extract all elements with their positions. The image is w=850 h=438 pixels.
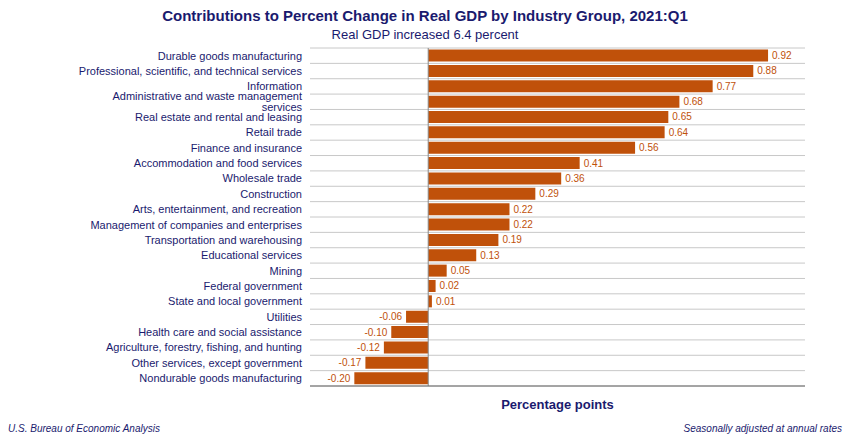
svg-text:State and local government: State and local government (168, 295, 302, 307)
svg-text:0.56: 0.56 (639, 142, 659, 153)
html-text:Contributions to Percent Chang: Contributions to Percent Change in Real … (162, 7, 688, 24)
html-text:Percentage points: Percentage points (501, 397, 614, 412)
svg-text:Educational services: Educational services (201, 249, 302, 261)
svg-text:Nondurable goods manufacturing: Nondurable goods manufacturing (139, 372, 302, 384)
svg-text:Wholesale trade: Wholesale trade (223, 172, 303, 184)
svg-text:Health care and social assista: Health care and social assistance (138, 326, 302, 338)
svg-text:0.01: 0.01 (436, 296, 456, 307)
svg-text:Real estate and rental and lea: Real estate and rental and leasing (135, 111, 302, 123)
svg-text:0.36: 0.36 (565, 173, 585, 184)
svg-text:Mining: Mining (270, 265, 302, 277)
html-text:Seasonally adjusted at annual: Seasonally adjusted at annual rates (683, 423, 842, 434)
svg-text:Durable goods manufacturing: Durable goods manufacturing (158, 50, 302, 62)
svg-text:0.65: 0.65 (672, 111, 692, 122)
svg-text:Utilities: Utilities (267, 311, 303, 323)
svg-text:0.92: 0.92 (772, 50, 792, 61)
html-text:U.S. Bureau of Economic Analys: U.S. Bureau of Economic Analysis (8, 423, 160, 434)
svg-text:Professional, scientific, and: Professional, scientific, and technical … (79, 65, 303, 77)
svg-text:0.77: 0.77 (717, 81, 737, 92)
html-text:Real GDP increased 6.4 percent: Real GDP increased 6.4 percent (331, 27, 519, 42)
svg-text:-0.10: -0.10 (364, 327, 387, 338)
svg-text:Arts, entertainment, and recre: Arts, entertainment, and recreation (133, 203, 302, 215)
svg-text:Construction: Construction (240, 188, 302, 200)
svg-text:-0.20: -0.20 (328, 373, 351, 384)
svg-text:0.29: 0.29 (539, 188, 559, 199)
svg-text:0.68: 0.68 (683, 96, 703, 107)
svg-text:Agriculture, forestry, fishing: Agriculture, forestry, fishing, and hunt… (106, 341, 302, 353)
svg-text:Accommodation and food service: Accommodation and food services (134, 157, 303, 169)
svg-text:0.88: 0.88 (757, 65, 777, 76)
svg-text:-0.17: -0.17 (339, 357, 362, 368)
svg-text:0.22: 0.22 (513, 204, 533, 215)
svg-text:Management of companies and en: Management of companies and enterprises (90, 219, 302, 231)
svg-text:0.64: 0.64 (669, 127, 689, 138)
svg-text:0.22: 0.22 (513, 219, 533, 230)
svg-text:0.41: 0.41 (584, 158, 604, 169)
svg-text:Other services, except governm: Other services, except government (131, 357, 302, 369)
svg-text:Federal government: Federal government (204, 280, 302, 292)
svg-text:Information: Information (247, 80, 302, 93)
svg-text:0.13: 0.13 (480, 250, 500, 261)
svg-text:-0.06: -0.06 (379, 311, 402, 322)
svg-text:Finance and insurance: Finance and insurance (191, 142, 302, 154)
svg-text:Retail trade: Retail trade (246, 126, 302, 138)
svg-text:0.05: 0.05 (451, 265, 471, 276)
svg-text:-0.12: -0.12 (357, 342, 380, 353)
svg-text:Administrative and waste manag: Administrative and waste managementservi… (112, 90, 302, 113)
svg-text:0.19: 0.19 (502, 234, 522, 245)
svg-text:0.02: 0.02 (440, 280, 460, 291)
svg-text:Transportation and warehousing: Transportation and warehousing (145, 234, 302, 246)
